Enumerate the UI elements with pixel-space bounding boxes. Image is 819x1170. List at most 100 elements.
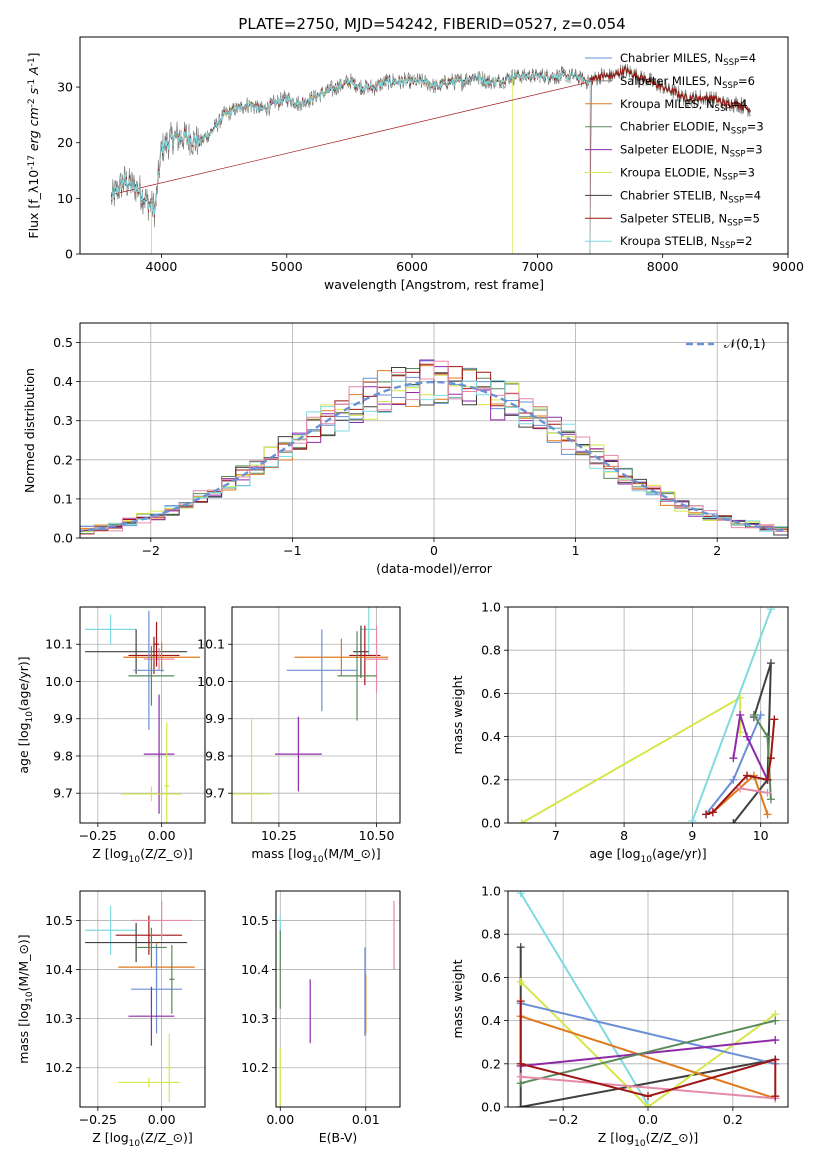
axes-frame <box>79 322 789 539</box>
label-part: 10 <box>312 855 324 865</box>
error-bar-point <box>115 915 183 955</box>
weight-marker <box>766 754 775 763</box>
weight-marker <box>771 1055 780 1064</box>
plot-area <box>516 891 780 1107</box>
weight-marker <box>763 810 772 819</box>
weight-line <box>740 787 768 794</box>
weight-marker <box>771 1092 780 1101</box>
label-part: 10 <box>129 855 141 865</box>
weight-marker <box>644 1103 652 1107</box>
weight-marker <box>517 819 526 823</box>
x-tick-label: 10.50 <box>359 828 395 843</box>
error-bar-point <box>120 786 183 802</box>
error-bar-point <box>294 638 389 676</box>
label-part: (Z/Z_⊙)] <box>140 1130 193 1145</box>
plot-area <box>517 607 779 823</box>
x-axis-label: (data-model)/error <box>376 561 493 576</box>
y-axis-label: mass [log10(M/M_⊙)] <box>16 934 35 1063</box>
axes-frame <box>79 890 206 1108</box>
y-tick-label: 0.5 <box>53 335 73 350</box>
weight-marker <box>766 795 775 804</box>
y-tick-label: 0.0 <box>481 1100 501 1115</box>
label-part: age [log <box>589 846 640 861</box>
legend-subscript: SSP <box>715 104 731 114</box>
weight-line <box>519 892 649 1106</box>
x-axis-label: wavelength [Angstrom, rest frame] <box>324 277 544 292</box>
y-tick-label: 10.2 <box>45 1060 73 1075</box>
legend-value: =3 <box>746 143 763 157</box>
error-bar-point <box>136 927 167 968</box>
legend-value: =4 <box>739 51 756 65</box>
axes-frame <box>507 606 789 824</box>
x-tick-label: 4000 <box>146 259 178 274</box>
label-part: (data-model)/error <box>376 561 493 576</box>
legend-subscript: SSP <box>731 127 747 137</box>
y-tick-label: 10 <box>57 191 73 206</box>
weight-line <box>520 1002 776 1065</box>
y-tick-label: 20 <box>57 135 73 150</box>
x-tick-label: 0.0 <box>638 1112 658 1127</box>
y-tick-label: 10.3 <box>45 1011 73 1026</box>
y-tick-label: 0.3 <box>53 413 73 428</box>
label-part: mass weight <box>450 959 465 1038</box>
y-tick-label: 10.5 <box>241 913 269 928</box>
histogram-pink <box>80 360 788 536</box>
label-part: age [log <box>16 722 31 773</box>
x-tick-label: −0.25 <box>79 1112 117 1127</box>
y-tick-label: 10.4 <box>241 962 269 977</box>
legend-entry: Salpeter STELIB, NSSP=5 <box>620 211 760 228</box>
legend-entry: Salpeter MILES, NSSP=6 <box>620 74 755 91</box>
x-axis-label: Z [log10(Z/Z_⊙)] <box>598 1130 699 1149</box>
error-bar-point <box>364 625 389 693</box>
x-tick-label: 1 <box>572 543 580 558</box>
y-axis-label: mass weight <box>450 959 465 1038</box>
weight-line <box>520 1075 776 1100</box>
y-tick-label: 9.7 <box>53 786 73 801</box>
weight-marker <box>516 943 525 952</box>
y-tick-label: 0.0 <box>481 816 501 831</box>
label-part: Z [log <box>92 1130 128 1145</box>
y-tick-label: 10.3 <box>241 1011 269 1026</box>
axes-frame <box>79 36 789 255</box>
x-tick-label: −1 <box>283 543 301 558</box>
error-bar-point <box>164 722 170 823</box>
plot-area <box>80 359 788 537</box>
axes-frame <box>507 890 789 1108</box>
label-part: mass [log <box>16 1003 31 1064</box>
y-tick-label: 10.4 <box>45 962 73 977</box>
error-bar-point <box>128 986 175 1046</box>
error-bar-point <box>123 642 200 673</box>
y-tick-label: 9.8 <box>53 748 73 763</box>
y-tick-label: 9.7 <box>205 786 225 801</box>
weight-marker <box>736 711 745 719</box>
error-bar-point <box>131 900 193 941</box>
label-part: Flux [f_λ10 <box>26 170 41 239</box>
y-tick-label: 0 <box>65 247 73 262</box>
y-tick-label: 10.0 <box>197 674 225 689</box>
weight-line <box>521 695 742 823</box>
x-tick-label: 0 <box>430 543 438 558</box>
legend-entry: 𝒩(0,1) <box>724 336 766 351</box>
weight-marker <box>763 788 772 797</box>
weight-marker <box>771 1036 780 1045</box>
error-bar-point <box>232 719 272 823</box>
mass-weight-vs-metallicity-panel: −0.2 0.0 0.2 0.0 0.2 0.4 0.6 0.8 1.0 Z [log10(Z/Z… <box>450 884 789 1149</box>
x-axis-label: E(B-V) <box>319 1130 358 1145</box>
error-bar-point <box>349 625 381 686</box>
weight-marker <box>729 819 738 823</box>
label-part: 10 <box>25 991 35 1003</box>
label-part: wavelength [Angstrom, rest frame] <box>324 277 544 292</box>
weight-marker <box>729 775 738 784</box>
x-axis-label: mass [log10(M/M_⊙)] <box>251 846 380 865</box>
weight-marker <box>756 711 765 719</box>
label-part: s <box>26 87 41 98</box>
weight-marker <box>729 754 738 763</box>
y-tick-label: 1.0 <box>481 600 501 615</box>
error-bar-point <box>85 922 188 963</box>
weight-marker <box>771 1016 780 1025</box>
weight-line <box>520 1039 776 1067</box>
plot-area <box>232 607 389 823</box>
figure-title: PLATE=2750, MJD=54242, FIBERID=0527, z=0… <box>238 15 625 33</box>
label-part: 10 <box>129 1139 141 1149</box>
